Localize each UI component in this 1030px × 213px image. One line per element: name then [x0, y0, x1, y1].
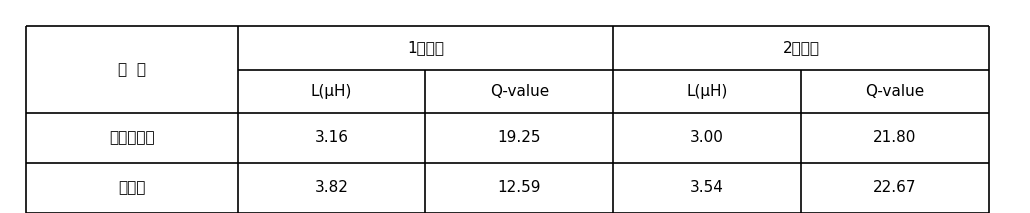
Text: 22.67: 22.67 — [873, 180, 917, 196]
Text: 시작품: 시작품 — [118, 180, 145, 196]
Text: 구  성: 구 성 — [117, 62, 145, 77]
Text: 3.54: 3.54 — [690, 180, 724, 196]
Text: 3.82: 3.82 — [314, 180, 348, 196]
Text: 19.25: 19.25 — [497, 130, 541, 145]
Text: 21.80: 21.80 — [873, 130, 917, 145]
Text: Q-value: Q-value — [865, 84, 925, 99]
Text: L(μH): L(μH) — [686, 84, 728, 99]
Text: Q-value: Q-value — [489, 84, 549, 99]
Text: L(μH): L(μH) — [311, 84, 352, 99]
Text: 1차년도: 1차년도 — [407, 40, 444, 55]
Text: 3.00: 3.00 — [690, 130, 724, 145]
Bar — [26, 26, 989, 213]
Text: 시뱌레이션: 시뱌레이션 — [109, 130, 154, 145]
Text: 2차년도: 2차년도 — [783, 40, 820, 55]
Text: 12.59: 12.59 — [497, 180, 541, 196]
Text: 3.16: 3.16 — [314, 130, 348, 145]
